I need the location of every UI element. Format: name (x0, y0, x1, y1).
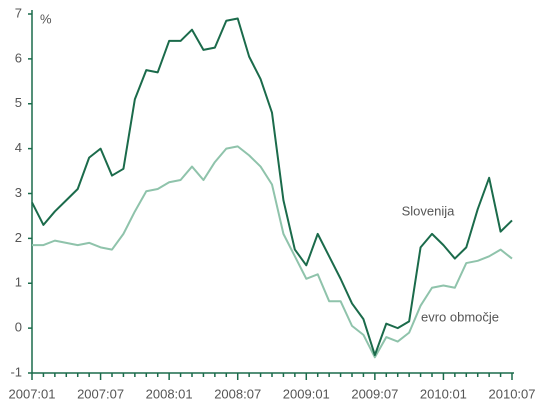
x-tick-label: 2009:01 (283, 386, 330, 401)
x-tick-label: 2009:07 (351, 386, 398, 401)
series-label: Slovenija (402, 203, 456, 218)
x-tick-label: 2007:01 (9, 386, 56, 401)
y-axis-label: % (40, 11, 52, 26)
x-tick-label: 2007:07 (77, 386, 124, 401)
y-tick-label: 2 (15, 230, 22, 245)
y-tick-label: -1 (10, 364, 22, 379)
y-tick-label: 4 (15, 140, 22, 155)
x-tick-label: 2010:07 (489, 386, 536, 401)
series-line (31, 17, 513, 357)
y-tick-label: 6 (15, 50, 22, 65)
y-tick-label: 7 (15, 5, 22, 20)
y-tick-label: 0 (15, 320, 22, 335)
x-tick-label: 2008:01 (146, 386, 193, 401)
x-tick-label: 2008:07 (214, 386, 261, 401)
y-tick-label: 5 (15, 95, 22, 110)
series-label: evro območje (421, 309, 499, 324)
y-tick-label: 1 (15, 275, 22, 290)
series-line (32, 145, 513, 359)
x-tick-label: 2010:01 (420, 386, 467, 401)
y-tick-label: 3 (15, 185, 22, 200)
